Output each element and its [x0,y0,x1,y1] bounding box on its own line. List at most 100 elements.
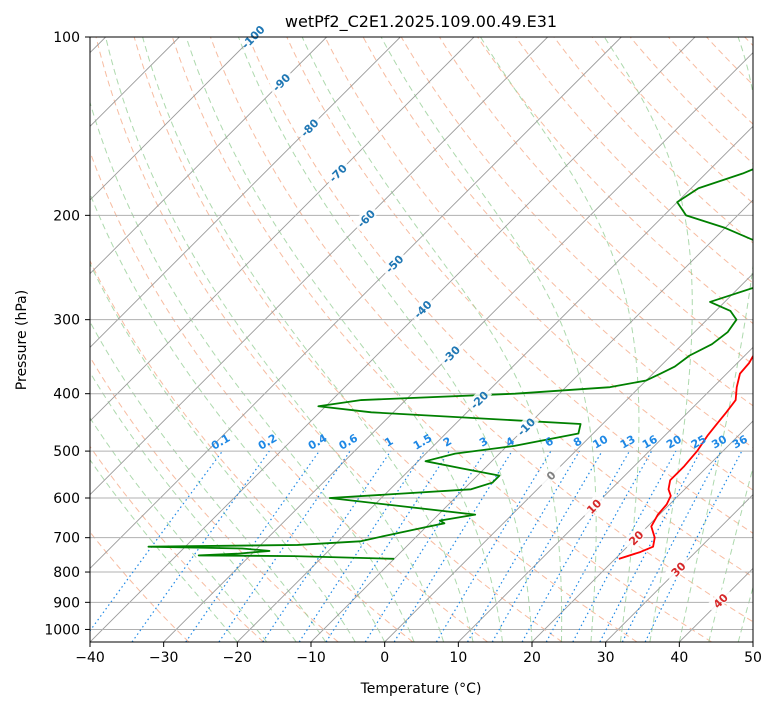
moist-adiabat-line [142,37,474,642]
x-tick-label: −10 [296,650,326,666]
mixing-ratio-line [466,450,580,642]
y-tick-label: 1000 [44,622,80,638]
isotherm-label-bg [512,412,539,440]
moist-adiabat-line [380,37,597,642]
dry-adiabat-line [171,37,712,642]
isotherm-line [90,37,254,201]
y-axis-title: Pressure (hPa) [14,290,30,390]
isotherm-line [90,37,327,275]
mixing-ratio-line [298,450,425,642]
x-axis-title: Temperature (°C) [360,681,482,697]
moist-adiabat-line [479,37,640,642]
isotherm-label-bg [295,113,323,141]
isotherm-label-bg [706,586,734,614]
isotherm-label-bg [380,249,408,277]
moist-adiabat-line [90,417,268,642]
isotherm-label-bg [408,295,436,323]
dry-adiabat-line [95,37,563,642]
dry-adiabat-line [477,37,753,325]
mixing-ratio-line [572,450,677,642]
isotherm-label-bg [621,523,649,551]
isotherm-line [90,37,622,569]
isotherm-label-bg [351,204,379,232]
y-tick-label: 300 [53,313,80,329]
moist-adiabat-line [90,100,415,642]
dry-adiabat-line [90,445,264,642]
isotherm-label-bg [323,158,351,186]
mixing-ratio-line [325,450,450,642]
axis-ticks: −40 −30 −20 −10 0 10 20 30 40 50 100 200 300 400 500 60… [44,30,762,666]
isotherm-label-bg [536,461,564,489]
isotherm-label-bg [579,492,607,520]
mixing-ratio-line [521,450,631,642]
moist-adiabat-line [90,192,386,642]
mixing-ratio-line [364,450,486,642]
mixing-ratio-line [491,450,603,642]
isotherm-line [458,346,753,642]
plot-frame [89,36,754,643]
x-tick-label: −40 [75,650,105,666]
dry-adiabat-line [629,37,753,165]
x-tick-label: −20 [223,650,253,666]
moist-adiabat-line [105,37,445,642]
dry-adiabat-line [400,37,753,407]
moist-adiabat-line [603,37,693,642]
isotherms [90,37,753,642]
y-tick-label: 100 [53,30,80,46]
y-tick-label: 600 [53,491,80,507]
moist-adiabat-line [90,262,356,642]
dewpoint-profile-line [147,168,753,560]
x-tick-label: 30 [597,650,615,666]
y-tick-label: 200 [53,208,80,224]
pressure-gridlines [90,214,753,630]
mixing-ratio-line [185,450,320,642]
dry-adiabat-line [248,37,753,578]
isotherm-label-bg [267,68,295,96]
isotherm-line [90,37,548,496]
x-tick-label: 40 [670,650,688,666]
dry-adiabat-line [90,259,414,642]
moist-adiabat-line [185,37,504,642]
y-tick-label: 700 [53,531,80,547]
isotherm-line [90,37,401,348]
moist-adiabat-line [737,585,753,642]
isotherm-line [384,273,753,642]
isotherm-label-group: 0 [536,461,564,489]
y-tick-label: 400 [53,387,80,403]
isotherm-label-bg [664,555,692,583]
x-tick-label: −30 [149,650,179,666]
moist-adiabat-line [90,371,297,642]
x-tick-label: 50 [744,650,762,666]
isotherm-line [90,37,696,642]
mixing-ratio-line [435,450,552,642]
dry-adiabat-line [324,37,753,491]
isotherm-label-bg [465,385,493,413]
moist-adiabat-line [678,37,753,642]
y-tick-label: 800 [53,565,80,581]
chart-title: wetPf2_C2E1.2025.109.00.49.E31 [285,12,557,32]
mixing-ratio-line [393,450,513,642]
isotherm-line [237,125,753,642]
x-tick-label: 20 [523,650,541,666]
y-tick-label: 500 [53,444,80,460]
x-tick-label: 10 [449,650,467,666]
isotherm-line [163,52,753,642]
isotherm-label-bg [436,340,464,368]
moist-adiabat-line [90,320,327,642]
dry-adiabat-line [515,37,753,284]
isotherm-label-bg [238,22,266,50]
dry-adiabat-line [133,37,638,642]
profile-series [147,168,753,560]
isotherm-line [605,494,753,642]
moist-adiabat-line [90,458,238,642]
y-tick-label: 900 [53,595,80,611]
isotherm-line [90,37,475,422]
mixing-ratio-line [545,450,653,642]
dry-adiabat-line [591,37,753,204]
moist-adiabat-line [301,37,563,642]
x-tick-label: 0 [380,650,389,666]
isotherm-line [310,199,753,642]
temperature-profile-line [618,354,753,560]
